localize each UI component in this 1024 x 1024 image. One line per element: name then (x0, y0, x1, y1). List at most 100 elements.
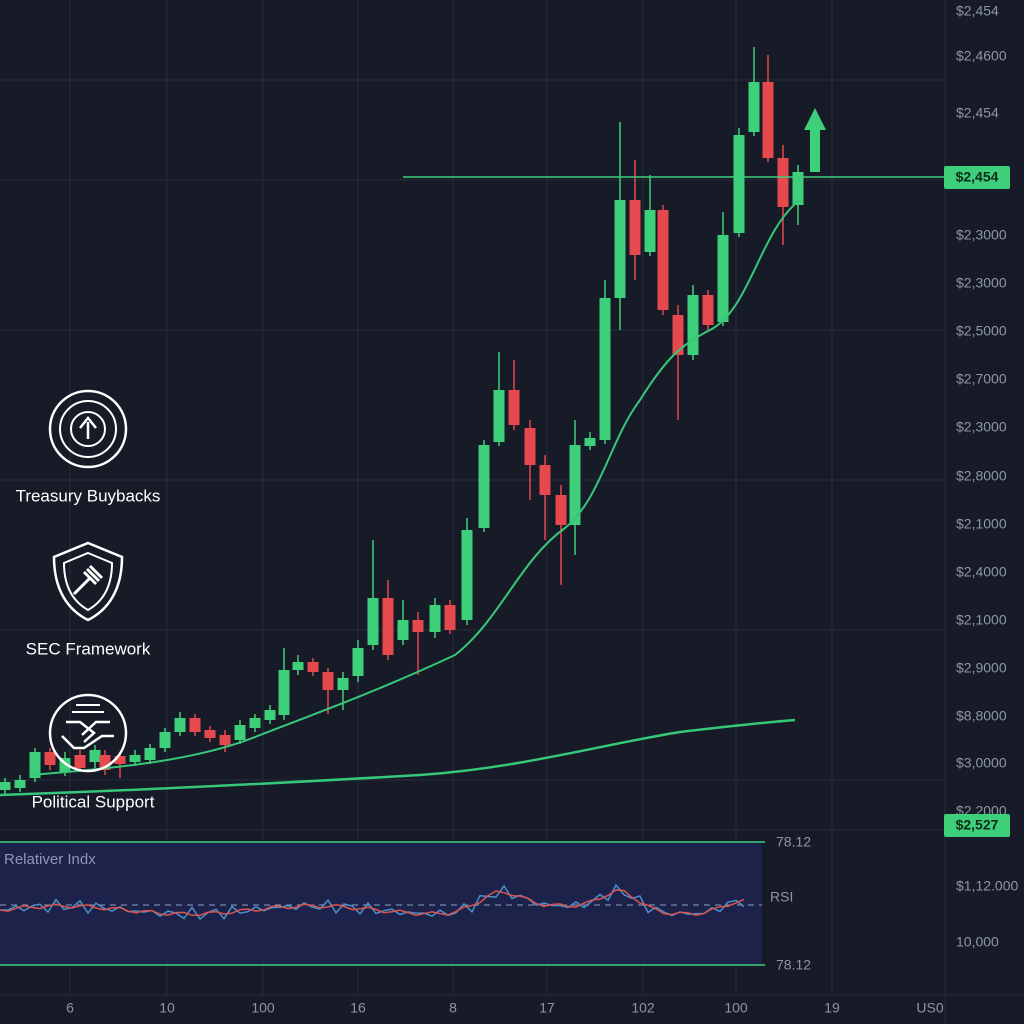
price-axis-label: $2,3000 (956, 227, 1007, 243)
candle-body (644, 210, 656, 252)
candle-body (792, 172, 804, 205)
candle-body (762, 82, 774, 158)
candle-body (204, 730, 216, 738)
rsi-label: RSI (770, 889, 793, 905)
candle-body (278, 670, 290, 715)
candle-body (702, 295, 714, 325)
price-axis-label: $8,8000 (956, 708, 1007, 724)
candle-body (524, 428, 536, 465)
price-axis-label: $2,7000 (956, 371, 1007, 387)
candle-body (539, 465, 551, 495)
candle-body (629, 200, 641, 255)
candle-body (687, 295, 699, 355)
lower-axis-label: $1,12.000 (956, 878, 1018, 894)
rsi-lower-label: 78.12 (776, 957, 811, 973)
candle-body (14, 780, 26, 788)
time-axis-label: 19 (824, 1000, 840, 1016)
time-axis-label: US0 (916, 1000, 943, 1016)
price-axis-label: $3,0000 (956, 755, 1007, 771)
candle-body (144, 748, 156, 760)
candle-body (382, 598, 394, 655)
rsi-signal (0, 889, 745, 917)
candle-body (412, 620, 424, 632)
rsi-panel (0, 842, 762, 964)
price-axis-label: $2,1000 (956, 516, 1007, 532)
candle-body (733, 135, 745, 233)
candles (0, 47, 804, 795)
feature-icon (48, 693, 128, 773)
candle-body (493, 390, 505, 442)
candle-body (29, 752, 41, 778)
candle-body (292, 662, 304, 670)
feature-label: Treasury Buybacks (16, 486, 161, 505)
price-axis-label: $2,4600 (956, 48, 1007, 64)
candle-body (352, 648, 364, 676)
candle-body (599, 298, 611, 440)
candle-body (429, 605, 441, 632)
lower-axis-label: 10,000 (956, 934, 999, 950)
feature-label: SEC Framework (26, 639, 151, 658)
time-axis-label: 17 (539, 1000, 555, 1016)
price-axis-label: $2,1000 (956, 612, 1007, 628)
candle-body (508, 390, 520, 425)
price-axis-label: $2,8000 (956, 468, 1007, 484)
candle-body (569, 445, 581, 525)
candle-body (657, 210, 669, 310)
time-axis-label: 8 (449, 1000, 457, 1016)
candle-body (129, 755, 141, 762)
time-axis: 6 10 100 16 8 17 102 100 19 US0 (66, 1000, 944, 1016)
candle-body (478, 445, 490, 528)
candle-body (234, 725, 246, 740)
rsi-upper-label: 78.12 (776, 834, 811, 850)
price-tag (944, 166, 1010, 189)
price-tag (944, 814, 1010, 837)
candle-body (307, 662, 319, 672)
candle-body (748, 82, 760, 132)
price-axis-label: $2,3000 (956, 275, 1007, 291)
candle-body (672, 315, 684, 355)
price-axis-label: $2,454 (956, 105, 999, 121)
feature-icon (52, 541, 124, 622)
candle-body (0, 782, 11, 790)
candle-body (367, 598, 379, 645)
candle-body (249, 718, 261, 728)
candle-body (264, 710, 276, 720)
candle-body (114, 756, 126, 764)
candle-body (174, 718, 186, 732)
price-axis-label: $2,4000 (956, 564, 1007, 580)
time-axis-label: 100 (724, 1000, 748, 1016)
time-axis-label: 10 (159, 1000, 175, 1016)
price-axis-label: $2,454 (956, 3, 999, 19)
candle-body (99, 755, 111, 770)
candle-body (74, 755, 86, 768)
price-tag-label: $2,454 (956, 169, 999, 185)
candle-body (777, 158, 789, 207)
feature-icon (48, 389, 128, 469)
rsi-title: Relativer Indx (4, 851, 96, 868)
candle-body (555, 495, 567, 525)
candle-body (397, 620, 409, 640)
up-arrow (804, 108, 826, 172)
fast-ma (29, 199, 801, 776)
price-axis-label: $2,5000 (956, 323, 1007, 339)
feature-label: Political Support (32, 792, 155, 811)
candle-body (614, 200, 626, 298)
candle-body (584, 438, 596, 446)
price-axis-label: $2,9000 (956, 660, 1007, 676)
time-axis-label: 100 (251, 1000, 275, 1016)
candle-body (444, 605, 456, 630)
time-axis-label: 16 (350, 1000, 366, 1016)
candle-body (219, 735, 231, 745)
time-axis-label: 6 (66, 1000, 74, 1016)
candle-body (89, 750, 101, 762)
slow-ma (0, 718, 796, 797)
candle-body (59, 758, 71, 772)
candle-body (717, 235, 729, 322)
price-tag-label: $2,527 (956, 817, 999, 833)
candle-body (44, 752, 56, 765)
price-axis-label: $2,3000 (956, 419, 1007, 435)
candle-body (322, 672, 334, 690)
time-axis-label: 102 (631, 1000, 655, 1016)
